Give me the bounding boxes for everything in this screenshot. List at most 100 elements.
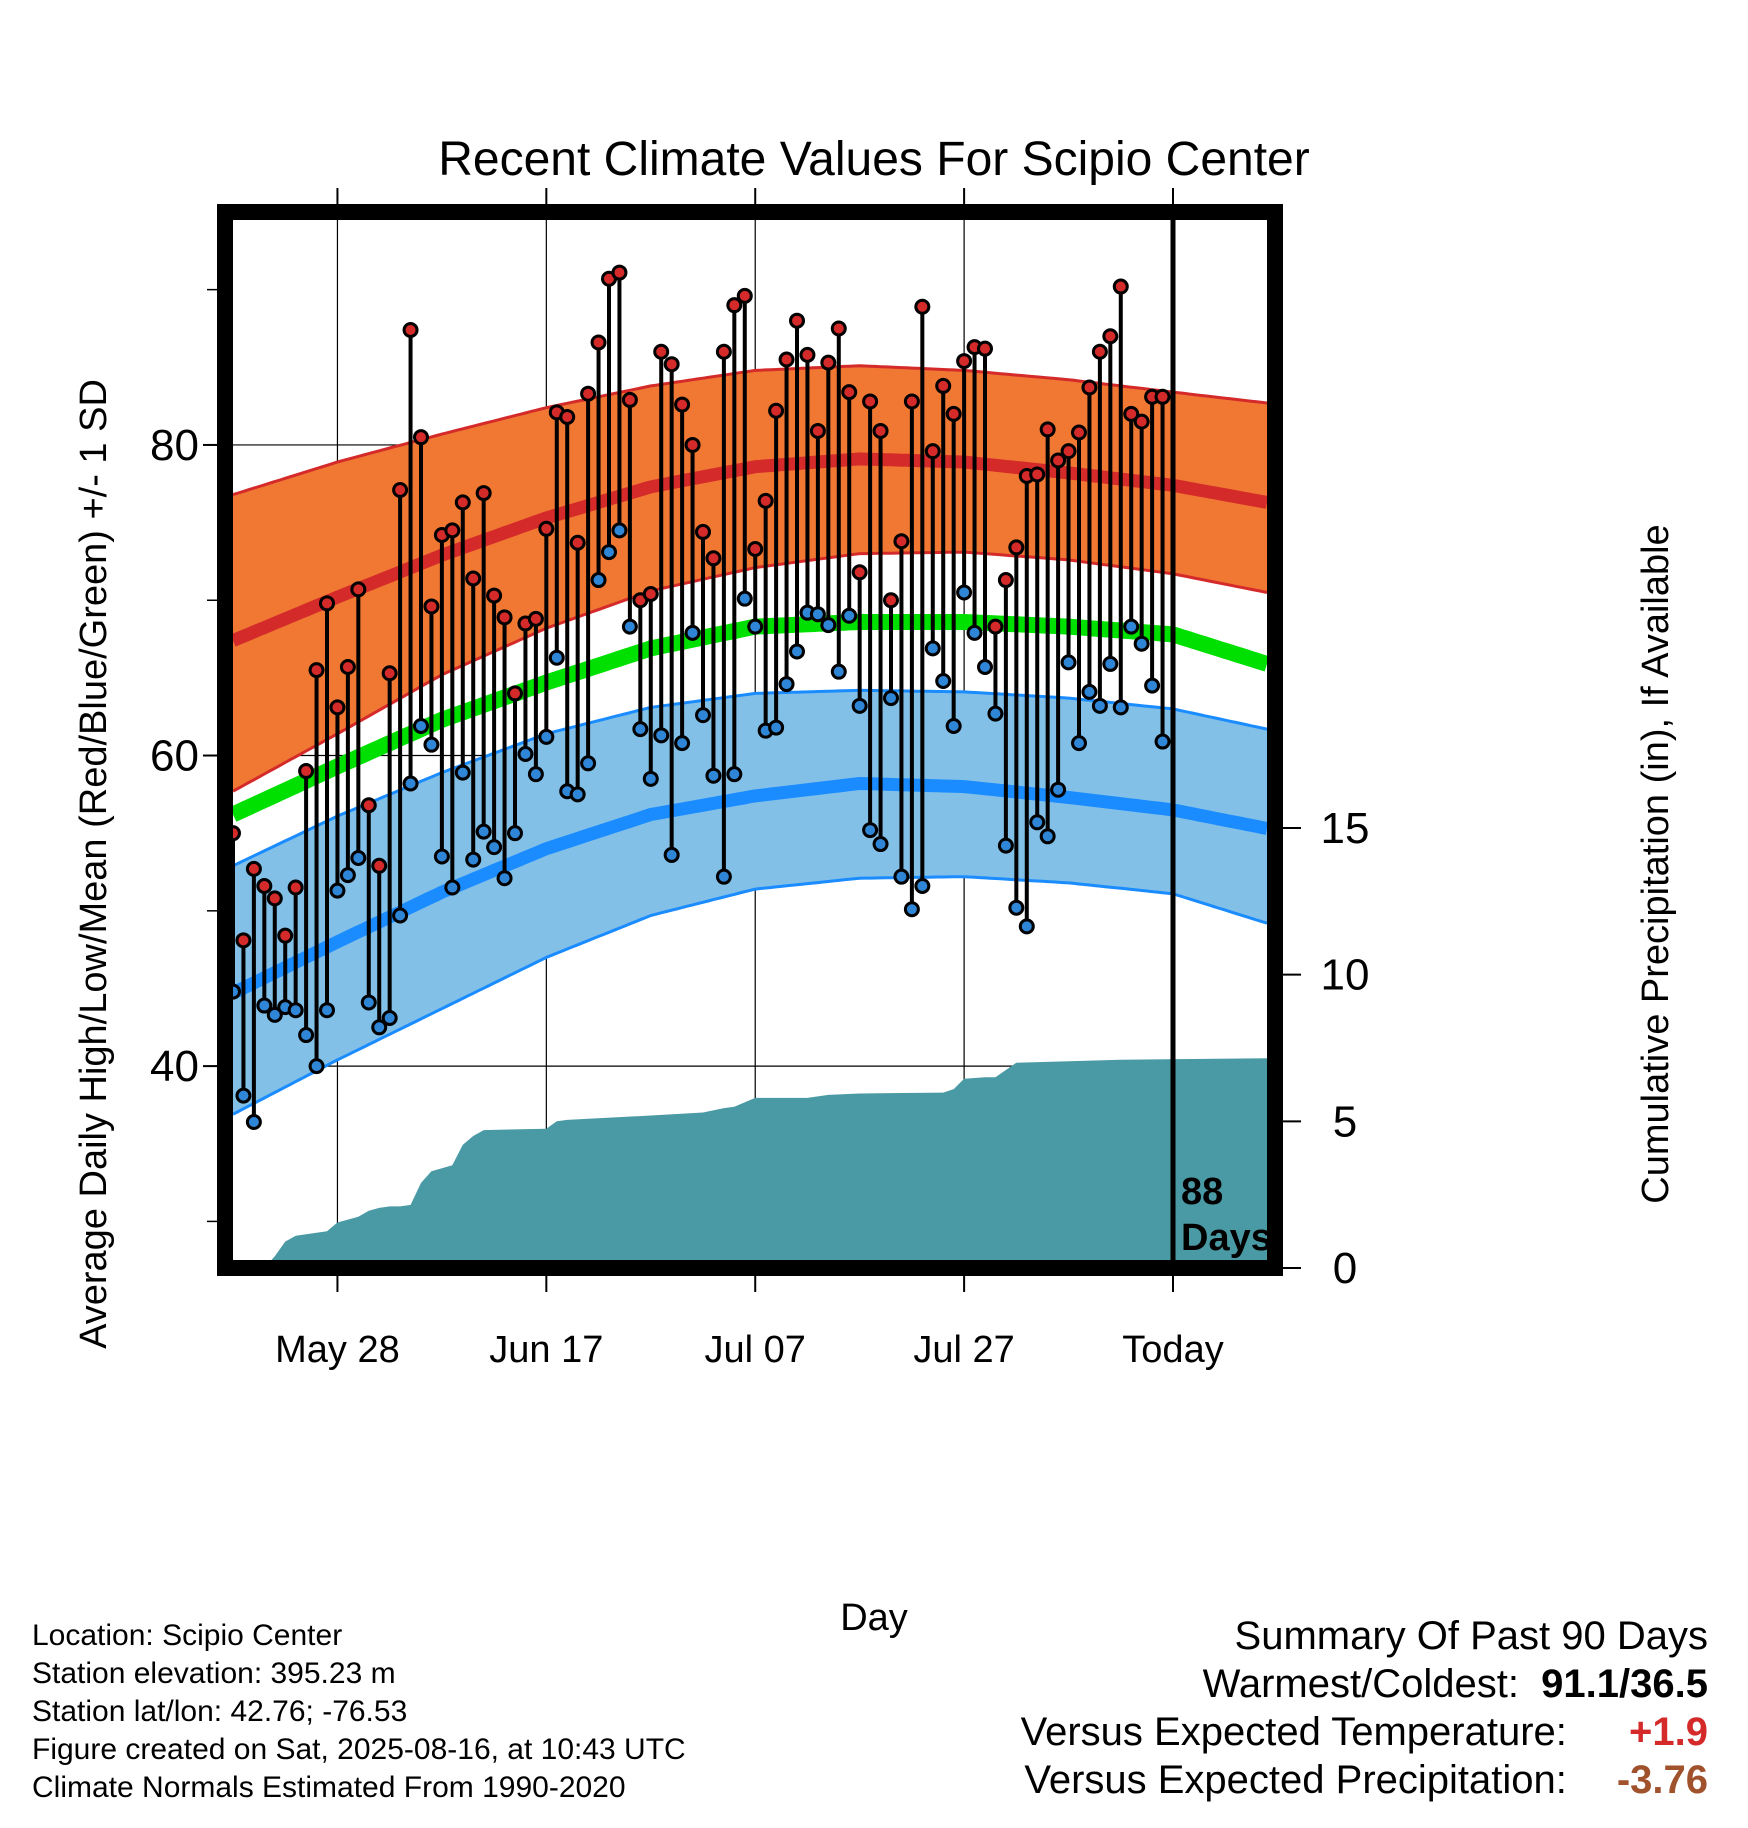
high-point — [1071, 424, 1087, 441]
high-point — [527, 610, 544, 627]
low-point — [308, 1058, 325, 1075]
low-point — [809, 606, 826, 623]
high-point — [319, 595, 335, 612]
high-point — [308, 662, 325, 679]
y-left-tick-label: 40 — [150, 1042, 199, 1091]
high-point — [799, 346, 816, 363]
chart-title: Recent Climate Values For Scipio Center — [438, 133, 1309, 186]
low-point — [507, 825, 523, 842]
high-point — [235, 932, 252, 949]
precip-value: -3.76 — [1616, 1758, 1708, 1802]
latlon-text: Station lat/lon: 42.76; -76.53 — [32, 1695, 408, 1728]
high-point — [1091, 343, 1108, 360]
low-point — [413, 718, 429, 735]
low-point — [872, 836, 889, 853]
low-point — [1071, 735, 1087, 752]
high-point — [360, 797, 377, 814]
low-point — [1133, 635, 1150, 652]
high-point — [486, 587, 503, 604]
high-point — [997, 572, 1014, 589]
temp-value: +1.9 — [1629, 1710, 1708, 1754]
low-point — [736, 590, 753, 607]
high-point — [1133, 413, 1150, 430]
x-tick-label: Today — [1122, 1329, 1223, 1371]
high-point — [329, 699, 346, 716]
low-point — [601, 544, 617, 561]
low-point — [977, 659, 993, 676]
high-point — [559, 408, 576, 425]
summary-precip: Versus Expected Precipitation: -3.76 — [1021, 1756, 1708, 1804]
y-left-tick-label: 60 — [150, 732, 199, 781]
high-point — [507, 685, 523, 702]
low-point — [245, 1114, 262, 1131]
axes: 40 60 80 0 5 10 15 May 28 Jun 17 Jul 07 Jul 27 Toda… — [150, 188, 1369, 1371]
low-point — [1008, 899, 1025, 916]
low-point — [298, 1027, 315, 1044]
low-sd-lower-line — [232, 875, 1268, 1116]
high-point — [736, 287, 753, 304]
high-point — [1050, 452, 1067, 469]
high-point — [841, 384, 858, 401]
low-point — [454, 764, 471, 781]
low-point — [381, 1009, 398, 1026]
high-point — [945, 405, 962, 422]
high-point — [475, 485, 492, 502]
high-point — [977, 340, 993, 357]
low-point — [590, 572, 607, 589]
low-point — [496, 870, 513, 887]
low-point — [653, 727, 670, 744]
high-point — [371, 857, 388, 874]
high-point — [883, 592, 899, 609]
low-point — [444, 879, 461, 896]
y-right-tick-label: 10 — [1321, 951, 1370, 1000]
high-sd-lower-line — [232, 550, 1268, 793]
low-point — [903, 901, 920, 918]
low-point — [475, 823, 492, 840]
low-point — [486, 839, 503, 856]
high-point — [935, 377, 952, 394]
high-point — [287, 879, 304, 896]
low-point — [935, 672, 952, 689]
warm-cold-value: 91.1/36.5 — [1541, 1662, 1708, 1706]
y-right-tick-label: 15 — [1321, 804, 1370, 853]
low-point — [674, 735, 691, 752]
low-point — [1091, 697, 1108, 714]
low-point — [402, 775, 419, 792]
high-point — [695, 523, 711, 540]
low-point — [433, 848, 450, 865]
low-point — [924, 640, 941, 657]
high-point — [392, 481, 409, 498]
y-axis-right-label: Cumulative Precipitation (in), If Availa… — [1635, 524, 1677, 1203]
high-point — [903, 393, 920, 410]
normal-high-line — [230, 452, 1269, 647]
high-point — [768, 402, 785, 419]
low-point — [256, 997, 273, 1014]
low-point — [266, 1006, 283, 1023]
low-point — [392, 907, 409, 924]
high-point — [266, 890, 283, 907]
high-point — [277, 927, 294, 944]
high-point — [538, 520, 555, 537]
low-point — [548, 649, 565, 666]
high-point — [757, 492, 774, 509]
normals-text: Climate Normals Estimated From 1990-2020 — [32, 1771, 626, 1804]
warm-cold-label: Warmest/Coldest: — [1202, 1662, 1519, 1706]
high-point — [496, 609, 513, 626]
high-point — [1112, 278, 1129, 295]
high-point — [924, 443, 941, 460]
low-point — [997, 837, 1014, 854]
low-point — [371, 1019, 388, 1036]
high-point — [611, 264, 628, 281]
summary-temp: Versus Expected Temperature: +1.9 — [1021, 1708, 1708, 1756]
summary-heading: Summary Of Past 90 Days — [1234, 1614, 1708, 1658]
low-point — [914, 877, 931, 894]
high-point — [653, 343, 670, 360]
low-point — [580, 755, 597, 772]
high-point — [402, 322, 419, 339]
low-point — [1050, 781, 1067, 798]
high-point — [820, 354, 837, 371]
low-point — [726, 766, 743, 783]
low-point — [527, 766, 544, 783]
high-point — [914, 298, 931, 315]
high-point — [1081, 379, 1098, 396]
